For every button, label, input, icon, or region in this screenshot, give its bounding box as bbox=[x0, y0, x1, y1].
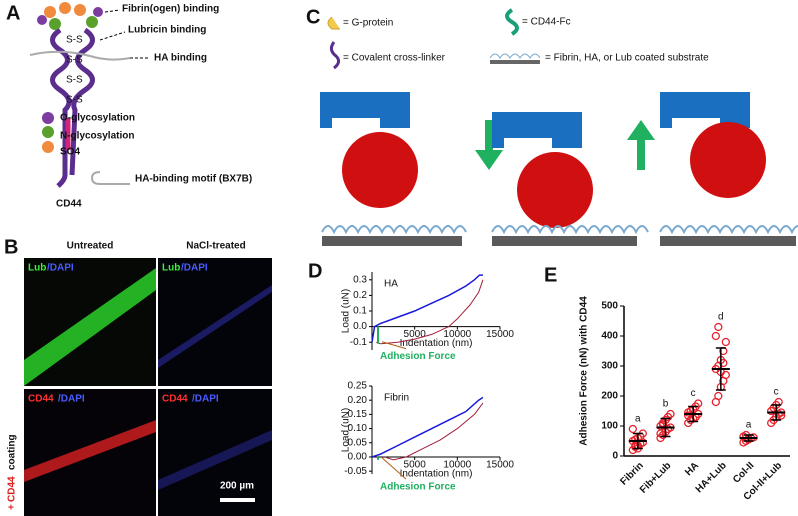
data-point bbox=[628, 424, 637, 434]
data-point bbox=[714, 391, 723, 401]
disulfide: S-S bbox=[66, 75, 83, 86]
y-tick-label: 500 bbox=[601, 301, 618, 312]
column-label: NaCl-treated bbox=[186, 241, 245, 252]
annotation: Adhesion Force bbox=[380, 482, 456, 493]
y-tick-label: 0 bbox=[612, 451, 618, 462]
x-tick-label: 5000 bbox=[404, 460, 427, 471]
y-tick-label: -0.1 bbox=[350, 337, 368, 348]
group-letter: c bbox=[691, 388, 696, 399]
legend-label: = Covalent cross-linker bbox=[343, 53, 446, 64]
stain-counter: /DAPI bbox=[192, 394, 219, 405]
curve bbox=[371, 396, 484, 458]
side-label: CD44 bbox=[7, 476, 18, 502]
legend-label: = G-protein bbox=[343, 18, 393, 29]
y-tick-label: 0.15 bbox=[348, 409, 368, 420]
disulfide: S-S bbox=[66, 55, 83, 66]
y-tick-label: 0.0 bbox=[353, 321, 367, 332]
group-letter: a bbox=[635, 414, 641, 425]
scale-bar-label: 200 µm bbox=[220, 481, 254, 492]
curve bbox=[384, 402, 484, 461]
stain-counter: /DAPI bbox=[58, 394, 85, 405]
legend-icons bbox=[327, 8, 541, 70]
y-tick-label: 400 bbox=[601, 331, 618, 342]
panel-label: B bbox=[4, 236, 18, 258]
data-point bbox=[666, 409, 675, 419]
group-letter: a bbox=[746, 420, 752, 431]
stain-counter: /DAPI bbox=[181, 263, 208, 274]
panel-label: A bbox=[6, 2, 20, 24]
legend-label: O-glycosylation bbox=[60, 113, 135, 124]
y-axis-label: Adhesion Force (nN) with CD44 bbox=[579, 296, 590, 446]
x-axis-label: Indentation (nm) bbox=[400, 338, 473, 349]
stain-marker: Lub bbox=[162, 263, 180, 274]
y-tick-label: -0.05 bbox=[344, 466, 367, 477]
adhesion-pointer bbox=[381, 457, 407, 480]
y-tick-label: 0.10 bbox=[348, 423, 368, 434]
x-tick-label: HA bbox=[683, 460, 701, 478]
y-tick-label: 300 bbox=[601, 361, 618, 372]
panel-label: C bbox=[306, 6, 320, 28]
panel-label: E bbox=[544, 264, 557, 286]
group-letter: b bbox=[663, 399, 669, 410]
y-tick-label: 100 bbox=[601, 421, 618, 432]
legend-label: SO4 bbox=[60, 147, 80, 158]
y-tick-label: 0.05 bbox=[348, 437, 368, 448]
y-tick-label: 0.1 bbox=[353, 306, 367, 317]
binding-label: HA binding bbox=[154, 53, 207, 64]
stain-marker: CD44 bbox=[162, 394, 188, 405]
disulfide: S-S bbox=[66, 95, 83, 106]
chart-title: HA bbox=[384, 279, 398, 290]
binding-label: Lubricin binding bbox=[128, 25, 206, 36]
data-point bbox=[721, 337, 730, 347]
x-tick-label: 10000 bbox=[443, 460, 471, 471]
data-point bbox=[711, 331, 720, 341]
side-label: + bbox=[7, 504, 18, 510]
stain-counter: /DAPI bbox=[47, 263, 74, 274]
group-letter: c bbox=[774, 387, 779, 398]
x-tick-label: Col-II bbox=[731, 460, 757, 486]
cd44-molecule bbox=[29, 2, 131, 188]
panel-label: D bbox=[308, 260, 322, 282]
x-tick-label: 15000 bbox=[486, 329, 514, 340]
y-axis-label: Load (uN) bbox=[341, 408, 352, 452]
y-tick-label: 0.2 bbox=[353, 290, 367, 301]
chart-title: Fibrin bbox=[384, 393, 409, 404]
annotation: Adhesion Force bbox=[380, 351, 456, 362]
legend-label: = CD44-Fc bbox=[522, 17, 571, 28]
data-point bbox=[684, 411, 693, 420]
stain-marker: Lub bbox=[28, 263, 46, 274]
x-tick-label: 15000 bbox=[486, 460, 514, 471]
pointer bbox=[99, 31, 126, 41]
data-point bbox=[714, 322, 723, 332]
binding-label: Fibrin(ogen) binding bbox=[122, 4, 219, 15]
legend-label: N-glycosylation bbox=[60, 131, 134, 142]
legend-label: HA-binding motif (BX7B) bbox=[135, 174, 252, 185]
adhesion-pointer bbox=[381, 341, 407, 350]
y-tick-label: 200 bbox=[601, 391, 618, 402]
curve bbox=[376, 279, 484, 345]
y-tick-label: 0.00 bbox=[348, 452, 368, 463]
x-axis-label: Indentation (nm) bbox=[400, 469, 473, 480]
molecule-label: CD44 bbox=[56, 199, 82, 210]
x-tick-label: 5000 bbox=[404, 329, 427, 340]
y-tick-label: 0.3 bbox=[353, 274, 367, 285]
disulfide: S-S bbox=[66, 35, 83, 46]
pointer bbox=[104, 9, 121, 13]
column-label: Untreated bbox=[67, 241, 114, 252]
micrographs bbox=[24, 258, 272, 516]
y-axis-label: Load (uN) bbox=[341, 289, 352, 333]
x-tick-label: HA+Lub bbox=[694, 460, 729, 495]
legend-label: = Fibrin, HA, or Lub coated substrate bbox=[545, 53, 709, 64]
group-letter: d bbox=[718, 312, 724, 323]
curve bbox=[371, 274, 483, 343]
y-tick-label: 0.25 bbox=[348, 381, 368, 392]
stain-marker: CD44 bbox=[28, 394, 54, 405]
y-tick-label: 0.20 bbox=[348, 395, 368, 406]
data-point bbox=[719, 358, 728, 368]
afm-scenes bbox=[320, 92, 798, 246]
x-tick-label: 10000 bbox=[443, 329, 471, 340]
side-label: coating bbox=[7, 434, 18, 470]
